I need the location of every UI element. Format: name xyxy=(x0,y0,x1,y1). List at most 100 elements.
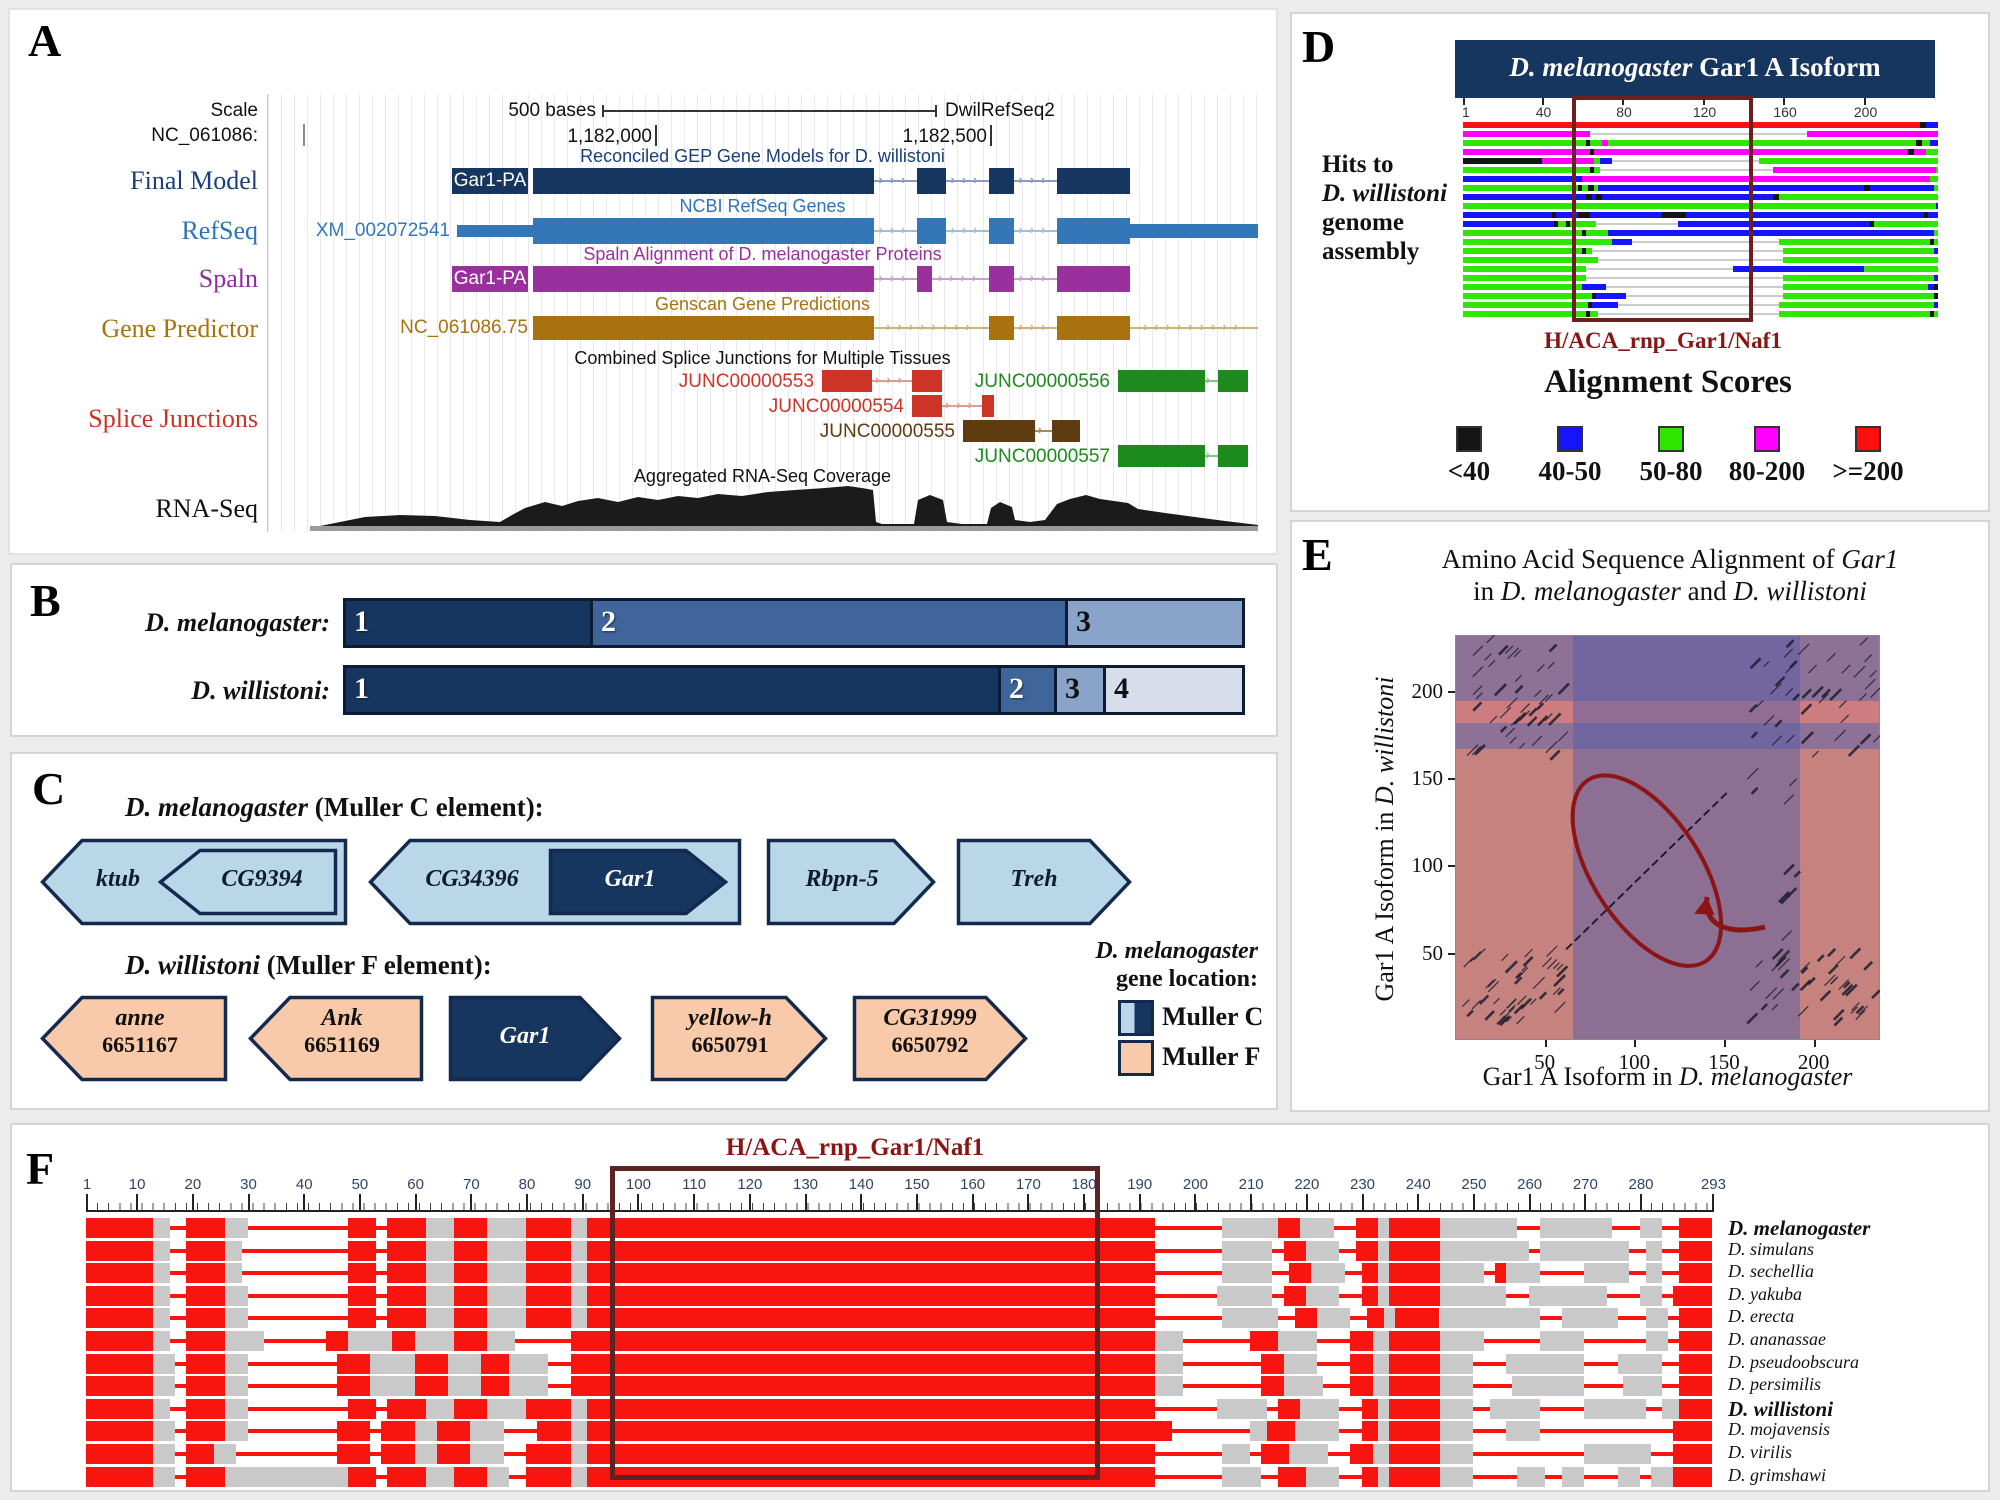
msa-red-block xyxy=(537,1421,571,1442)
msa-gap-line xyxy=(1316,1339,1351,1343)
dotplot-area[interactable] xyxy=(1455,635,1880,1040)
msa-species-label[interactable]: D. simulans xyxy=(1728,1238,1815,1259)
dotplot-xtick-label: 150 xyxy=(1708,1050,1740,1074)
isoform-segment[interactable]: 3 xyxy=(1054,668,1103,712)
blast-hit-segment xyxy=(1463,131,1590,137)
msa-gray-block xyxy=(1250,1421,1267,1442)
msa-gap-line xyxy=(1662,1361,1679,1366)
msa-species-label[interactable]: D. erecta xyxy=(1728,1306,1795,1327)
blast-hit-segment xyxy=(1463,302,1588,308)
msa-red-block xyxy=(587,1285,1156,1306)
track-label-rna-seq[interactable]: RNA-Seq xyxy=(155,494,258,523)
isoform-segment[interactable]: 1 xyxy=(346,601,590,645)
muller-f-gene-arrow[interactable] xyxy=(650,995,828,1082)
msa-species-label[interactable]: D. melanogaster xyxy=(1728,1216,1871,1240)
final-model-gene-label[interactable]: Gar1-PA xyxy=(452,168,528,194)
isoform-segment[interactable]: 4 xyxy=(1103,668,1242,712)
msa-species-label[interactable]: D. ananassae xyxy=(1728,1329,1826,1349)
junction-label: JUNC00000556 xyxy=(974,371,1110,392)
track-label-gene-predictor[interactable]: Gene Predictor xyxy=(101,314,258,343)
msa-gap-line xyxy=(1272,1248,1284,1253)
msa-gray-block xyxy=(152,1240,170,1261)
msa-ruler-tick xyxy=(1361,1194,1364,1210)
msa-species-label[interactable]: D. mojavensis xyxy=(1728,1419,1830,1440)
track-label-refseq[interactable]: RefSeq xyxy=(181,216,258,245)
msa-species-label[interactable]: D. virilis xyxy=(1728,1442,1793,1462)
isoform-segment[interactable]: 1 xyxy=(346,668,998,712)
msa-species-label[interactable]: D. willistoni xyxy=(1728,1396,1834,1421)
msa-species-label[interactable]: D. sechellia xyxy=(1728,1261,1814,1282)
msa-ruler-label: 210 xyxy=(1238,1176,1264,1193)
scale-bar-tick-right xyxy=(935,105,937,117)
msa-gap-line xyxy=(1506,1293,1529,1298)
isoform-segment[interactable]: 3 xyxy=(1065,601,1242,645)
dotplot-xtick-label: 50 xyxy=(1534,1050,1556,1074)
blast-hit-segment xyxy=(1779,311,1930,317)
genscan-tail-intron-arrows: ››››››››› xyxy=(1130,319,1258,335)
alignment-scores-title: Alignment Scores xyxy=(1544,364,1792,400)
track-label-final-model[interactable]: Final Model xyxy=(130,166,258,195)
msa-red-block xyxy=(453,1398,488,1419)
muller-c-gene-arrow[interactable] xyxy=(548,848,729,916)
panel-f-label: F xyxy=(26,1143,55,1194)
msa-species-label[interactable]: D. yakuba xyxy=(1728,1283,1802,1304)
msa-gray-block xyxy=(152,1444,176,1464)
blast-hit-segment xyxy=(1463,158,1542,164)
isoform-segment[interactable]: 2 xyxy=(998,668,1054,712)
isoform-segment[interactable]: 2 xyxy=(590,601,1065,645)
msa-gap-line xyxy=(548,1384,571,1389)
msa-red-block xyxy=(347,1285,376,1306)
msa-gray-block xyxy=(1300,1398,1340,1419)
msa-ruler-tick xyxy=(1250,1194,1253,1210)
muller-f-gene-arrow[interactable] xyxy=(248,995,424,1082)
rnaseq-coverage-chart xyxy=(310,486,1258,528)
msa-gray-block xyxy=(1383,1308,1395,1329)
msa-ruler-tick xyxy=(637,1194,640,1210)
isoform-exon-number: 1 xyxy=(354,672,369,705)
msa-gap-line xyxy=(1472,1452,1585,1456)
ruler-tick-2 xyxy=(990,125,992,146)
blast-hit-segment xyxy=(1585,248,1592,254)
msa-species-label[interactable]: D. pseudoobscura xyxy=(1728,1351,1859,1372)
muller-c-gene-arrow[interactable] xyxy=(956,838,1132,926)
muller-c-gene-arrow[interactable] xyxy=(766,838,936,926)
msa-gray-block xyxy=(487,1466,510,1487)
blast-hit-segment xyxy=(1577,185,1582,191)
assembly-label: DwilRefSeq2 xyxy=(945,100,1055,121)
msa-ruler-label: 60 xyxy=(407,1176,424,1193)
muller-f-gene-name: CG31999 6650792 xyxy=(883,1004,977,1057)
msa-red-block xyxy=(526,1285,571,1306)
msa-ruler-tick xyxy=(693,1194,696,1210)
isoform-exon-number: 2 xyxy=(601,605,616,638)
blast-hit-connector xyxy=(1595,223,1679,225)
track-label-spaln[interactable]: Spaln xyxy=(198,264,258,293)
msa-red-block xyxy=(453,1331,488,1351)
refseq-gene-label[interactable]: XM_002072541 xyxy=(315,220,450,241)
track-label-splice-junctions[interactable]: Splice Junctions xyxy=(88,404,258,433)
msa-red-block xyxy=(1350,1376,1373,1397)
genscan-gene-label[interactable]: NC_061086.75 xyxy=(400,317,528,338)
muller-c-gene-name: CG34396 xyxy=(425,866,519,892)
msa-gray-block xyxy=(347,1331,393,1351)
msa-species-label[interactable]: D. persimilis xyxy=(1728,1374,1822,1395)
spaln-gene-label[interactable]: Gar1-PA xyxy=(452,266,528,292)
genome-browser-grid[interactable] xyxy=(267,94,1259,532)
msa-gap-line xyxy=(1539,1316,1563,1321)
muller-c-gene-arrow[interactable] xyxy=(157,848,338,916)
msa-gap-line xyxy=(1250,1452,1262,1456)
msa-red-block xyxy=(1294,1308,1317,1329)
browser-scale-row-label: Scale xyxy=(210,100,258,121)
muller-f-gene-arrow[interactable] xyxy=(448,995,622,1082)
blast-hit-segment xyxy=(1930,239,1935,245)
msa-ruler-label: 1 xyxy=(82,1176,92,1193)
msa-ruler-label: 200 xyxy=(1182,1176,1208,1193)
muller-c-gene-name: Gar1 xyxy=(604,866,656,892)
msa-gray-block xyxy=(225,1285,248,1306)
msa-gray-block xyxy=(1645,1263,1663,1284)
msa-red-block xyxy=(526,1308,571,1329)
muller-f-gene-arrow[interactable] xyxy=(40,995,228,1082)
muller-f-gene-arrow[interactable] xyxy=(852,995,1028,1082)
msa-species-label[interactable]: D. grimshawi xyxy=(1728,1464,1827,1485)
msa-gap-line xyxy=(514,1339,571,1343)
msa-red-block xyxy=(1283,1285,1306,1306)
